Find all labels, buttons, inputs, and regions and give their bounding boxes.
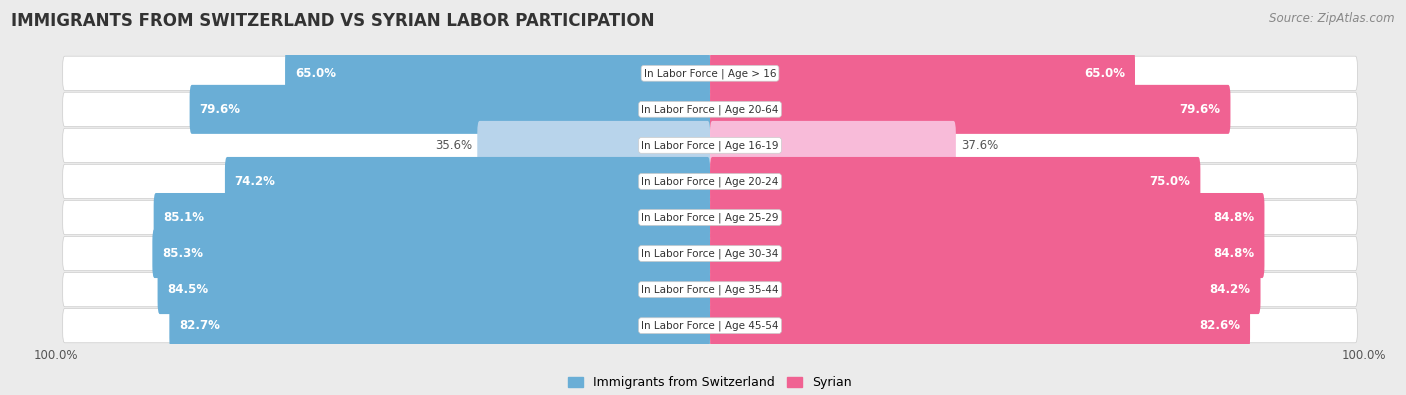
FancyBboxPatch shape <box>63 237 1357 271</box>
Text: 75.0%: 75.0% <box>1150 175 1191 188</box>
FancyBboxPatch shape <box>63 56 1357 90</box>
FancyBboxPatch shape <box>157 265 710 314</box>
Text: In Labor Force | Age 45-54: In Labor Force | Age 45-54 <box>641 320 779 331</box>
FancyBboxPatch shape <box>710 193 1264 242</box>
FancyBboxPatch shape <box>710 301 1250 350</box>
FancyBboxPatch shape <box>63 273 1357 307</box>
FancyBboxPatch shape <box>153 193 710 242</box>
FancyBboxPatch shape <box>710 265 1261 314</box>
FancyBboxPatch shape <box>63 128 1357 162</box>
Text: In Labor Force | Age > 16: In Labor Force | Age > 16 <box>644 68 776 79</box>
FancyBboxPatch shape <box>710 49 1135 98</box>
Text: 37.6%: 37.6% <box>962 139 998 152</box>
Text: 65.0%: 65.0% <box>1084 67 1125 80</box>
Legend: Immigrants from Switzerland, Syrian: Immigrants from Switzerland, Syrian <box>568 376 852 389</box>
FancyBboxPatch shape <box>152 229 710 278</box>
FancyBboxPatch shape <box>710 121 956 170</box>
Text: 82.6%: 82.6% <box>1199 319 1240 332</box>
Text: In Labor Force | Age 25-29: In Labor Force | Age 25-29 <box>641 212 779 223</box>
FancyBboxPatch shape <box>63 200 1357 235</box>
Text: 65.0%: 65.0% <box>295 67 336 80</box>
FancyBboxPatch shape <box>63 308 1357 343</box>
Text: IMMIGRANTS FROM SWITZERLAND VS SYRIAN LABOR PARTICIPATION: IMMIGRANTS FROM SWITZERLAND VS SYRIAN LA… <box>11 12 655 30</box>
Text: 79.6%: 79.6% <box>200 103 240 116</box>
Text: 35.6%: 35.6% <box>434 139 472 152</box>
Text: In Labor Force | Age 16-19: In Labor Force | Age 16-19 <box>641 140 779 150</box>
Text: 85.3%: 85.3% <box>162 247 202 260</box>
Text: 84.5%: 84.5% <box>167 283 208 296</box>
FancyBboxPatch shape <box>710 229 1264 278</box>
Text: 84.2%: 84.2% <box>1209 283 1251 296</box>
FancyBboxPatch shape <box>477 121 710 170</box>
Text: In Labor Force | Age 35-44: In Labor Force | Age 35-44 <box>641 284 779 295</box>
Text: 74.2%: 74.2% <box>235 175 276 188</box>
FancyBboxPatch shape <box>63 164 1357 199</box>
Text: Source: ZipAtlas.com: Source: ZipAtlas.com <box>1270 12 1395 25</box>
Text: 84.8%: 84.8% <box>1213 247 1254 260</box>
Text: 84.8%: 84.8% <box>1213 211 1254 224</box>
Text: 82.7%: 82.7% <box>179 319 219 332</box>
FancyBboxPatch shape <box>710 85 1230 134</box>
FancyBboxPatch shape <box>225 157 710 206</box>
Text: In Labor Force | Age 20-64: In Labor Force | Age 20-64 <box>641 104 779 115</box>
FancyBboxPatch shape <box>169 301 710 350</box>
Text: In Labor Force | Age 30-34: In Labor Force | Age 30-34 <box>641 248 779 259</box>
Text: In Labor Force | Age 20-24: In Labor Force | Age 20-24 <box>641 176 779 187</box>
FancyBboxPatch shape <box>710 157 1201 206</box>
FancyBboxPatch shape <box>285 49 710 98</box>
FancyBboxPatch shape <box>190 85 710 134</box>
FancyBboxPatch shape <box>63 92 1357 126</box>
Text: 85.1%: 85.1% <box>163 211 204 224</box>
Text: 79.6%: 79.6% <box>1180 103 1220 116</box>
